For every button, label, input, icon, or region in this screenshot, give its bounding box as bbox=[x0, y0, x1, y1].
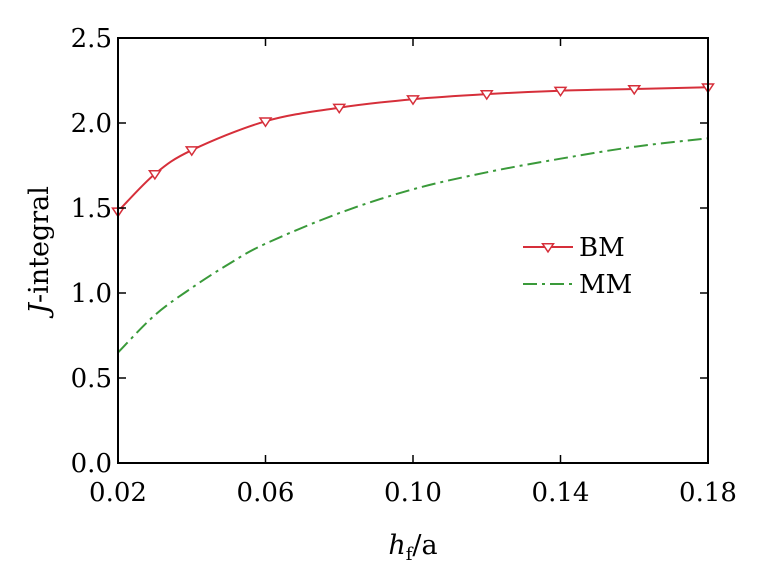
y-tick-label: 2.0 bbox=[71, 109, 112, 139]
x-tick-label: 0.14 bbox=[532, 478, 590, 508]
y-tick-label: 0.5 bbox=[71, 364, 112, 394]
x-axis-label-rest: /a bbox=[412, 530, 437, 561]
legend-label-mm: MM bbox=[579, 270, 632, 300]
y-axis-label-var: J bbox=[24, 301, 55, 319]
data-point-bm bbox=[627, 84, 642, 96]
legend-marker-bm bbox=[541, 242, 555, 254]
x-tick-label: 0.06 bbox=[237, 478, 295, 508]
x-tick-label: 0.10 bbox=[384, 478, 442, 508]
data-point-bm bbox=[184, 146, 199, 157]
y-axis-label-rest: -integral bbox=[24, 186, 55, 303]
x-tick-label: 0.02 bbox=[89, 478, 147, 508]
x-tick-label: 0.18 bbox=[679, 478, 737, 508]
data-point-bm bbox=[479, 90, 494, 101]
legend-label-bm: BM bbox=[579, 233, 625, 263]
series-line-mm bbox=[117, 137, 709, 354]
data-point-bm bbox=[553, 86, 568, 98]
data-point-bm bbox=[332, 103, 347, 115]
data-point-bm bbox=[147, 169, 162, 181]
axis-ticks: 0.02 0.06 0.10 0.14 0.18 0.0 0.5 1.0 1.5 2.0 2.5 bbox=[71, 24, 737, 508]
x-axis-label: hf/a bbox=[388, 530, 437, 565]
plot-area bbox=[111, 83, 715, 354]
y-tick-label: 0.0 bbox=[71, 449, 112, 479]
data-point-bm bbox=[258, 117, 273, 128]
series-line-bm bbox=[117, 86, 709, 213]
x-axis-label-sub: f bbox=[406, 544, 414, 565]
data-point-bm bbox=[406, 95, 420, 106]
y-tick-label: 1.5 bbox=[71, 194, 112, 224]
x-axis-label-var: h bbox=[388, 530, 405, 561]
legend: BM MM bbox=[523, 233, 632, 300]
y-axis-label: J-integral bbox=[24, 186, 55, 319]
y-tick-label: 1.0 bbox=[71, 279, 112, 309]
y-tick-label: 2.5 bbox=[71, 24, 112, 54]
